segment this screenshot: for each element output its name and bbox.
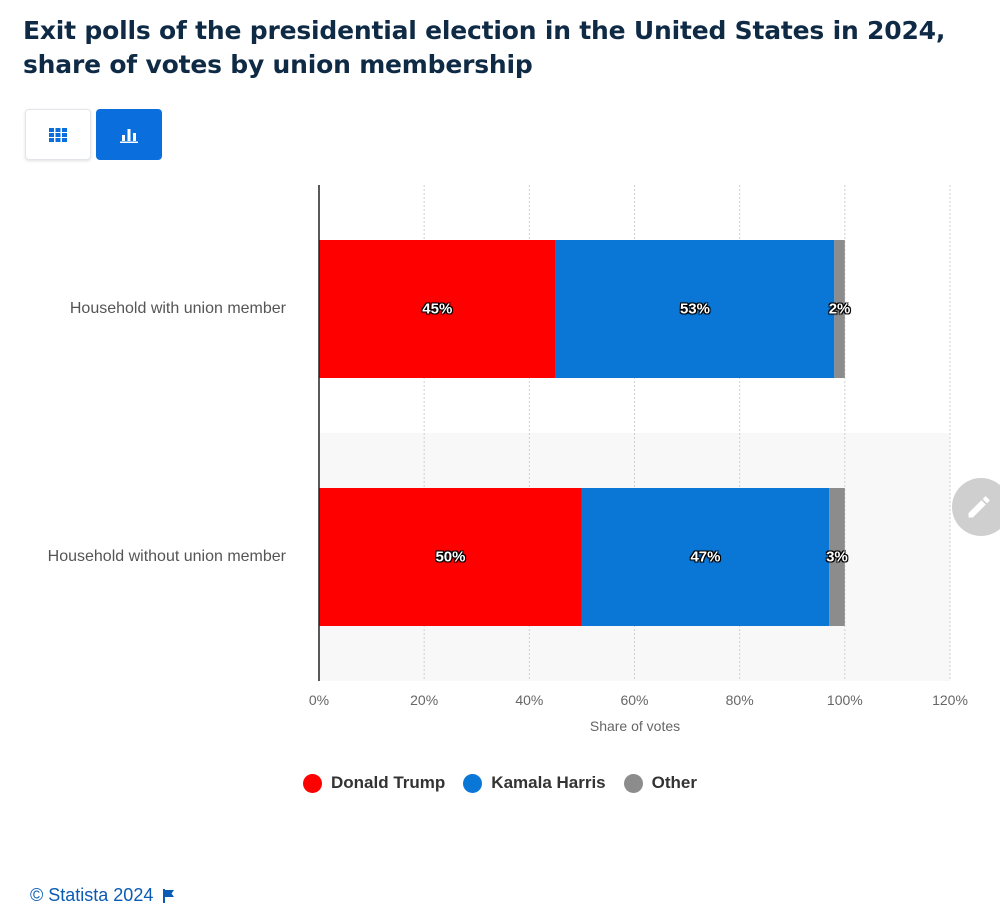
legend-label: Donald Trump <box>331 773 446 792</box>
bar-chart-icon <box>120 128 138 143</box>
data-label: 2% <box>828 300 851 318</box>
data-label: 50% <box>435 548 466 566</box>
bar-segment <box>555 240 835 378</box>
category-label: Household with union member <box>69 300 286 317</box>
x-tick-label: 20% <box>410 692 439 708</box>
x-tick-label: 120% <box>932 692 968 708</box>
data-label: 47% <box>690 548 721 566</box>
data-label: 3% <box>826 548 848 566</box>
edit-button[interactable] <box>952 478 1000 536</box>
bar-segment <box>829 488 845 626</box>
legend-marker <box>303 773 323 793</box>
footer: © Statista 2024 <box>30 885 175 906</box>
x-tick-label: 80% <box>725 692 754 708</box>
data-label: 53% <box>679 300 710 318</box>
table-view-button[interactable] <box>25 109 91 160</box>
bar-segment <box>834 240 845 378</box>
chart-view-button[interactable] <box>96 109 162 160</box>
x-tick-label: 0% <box>308 692 330 708</box>
pencil-icon <box>968 496 990 518</box>
data-label: 45% <box>422 300 453 318</box>
legend-marker <box>463 773 483 793</box>
x-axis-title: Share of votes <box>589 718 681 734</box>
bar-segment <box>319 488 582 626</box>
legend-item[interactable]: Kamala Harris <box>463 773 606 793</box>
x-tick-label: 100% <box>826 692 863 708</box>
grid-icon <box>49 127 67 142</box>
legend-item[interactable]: Donald Trump <box>303 773 445 793</box>
legend-label: Kamala Harris <box>491 773 606 792</box>
bar-segment <box>319 240 556 378</box>
category-label: Household without union member <box>47 548 286 565</box>
legend: Donald Trump Kamala Harris Other <box>0 773 1000 793</box>
x-tick-label: 60% <box>620 692 649 708</box>
bar-segment <box>581 488 830 626</box>
page-title: Exit polls of the presidential election … <box>23 16 946 79</box>
x-tick-label: 40% <box>515 692 544 708</box>
legend-item[interactable]: Other <box>623 773 697 793</box>
copyright-link[interactable]: © Statista 2024 <box>30 885 154 905</box>
legend-label: Other <box>651 773 697 792</box>
flag-icon[interactable] <box>163 888 175 903</box>
legend-marker <box>623 773 643 793</box>
